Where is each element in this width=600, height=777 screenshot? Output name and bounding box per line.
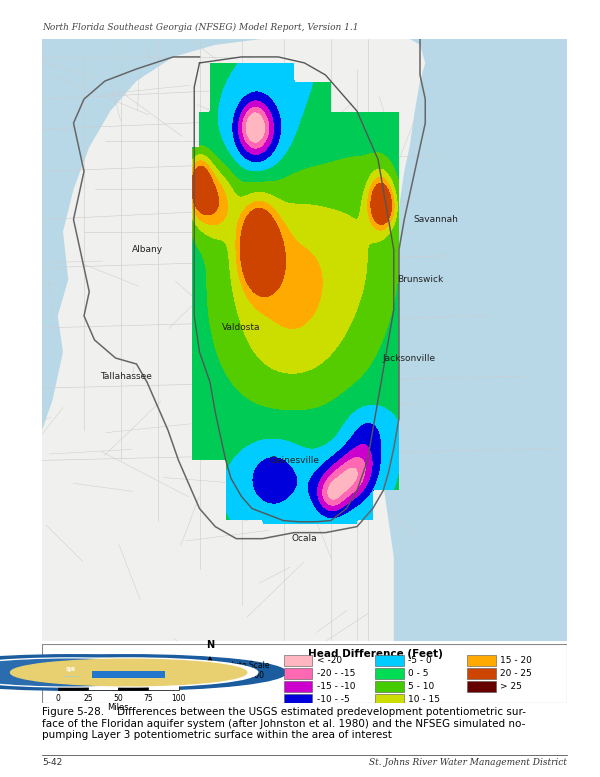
Text: -20 - -15: -20 - -15 — [317, 669, 355, 678]
Circle shape — [0, 658, 200, 687]
Bar — [376, 681, 404, 692]
Text: ~~~: ~~~ — [62, 674, 80, 680]
Bar — [376, 668, 404, 679]
Point — [37, 635, 47, 647]
Text: Figure 5-28.    Differences between the USGS estimated predevelopment potentiome: Figure 5-28. Differences between the USG… — [42, 707, 526, 740]
Text: 20 - 25: 20 - 25 — [500, 669, 532, 678]
Point — [37, 635, 47, 647]
Point — [37, 635, 47, 647]
Bar — [88, 682, 118, 690]
Text: 0 - 5: 0 - 5 — [409, 669, 429, 678]
Circle shape — [0, 659, 189, 686]
Text: -5 - 0: -5 - 0 — [409, 656, 432, 665]
Bar — [467, 681, 496, 692]
Text: Savannah: Savannah — [413, 215, 458, 224]
Text: < -20: < -20 — [317, 656, 342, 665]
Bar — [376, 655, 404, 666]
Text: St. Johns River Water Management District: St. Johns River Water Management Distric… — [369, 758, 567, 768]
Point — [37, 635, 47, 647]
Text: -15 - -10: -15 - -10 — [317, 682, 355, 692]
Bar — [118, 682, 148, 690]
Text: N: N — [206, 640, 214, 650]
Bar — [284, 695, 313, 705]
Polygon shape — [42, 39, 425, 641]
Circle shape — [0, 655, 229, 690]
Text: Albany: Albany — [131, 245, 163, 254]
Text: 50: 50 — [113, 694, 123, 702]
Point — [37, 635, 47, 647]
Text: -10 - -5: -10 - -5 — [317, 695, 349, 704]
Text: 75: 75 — [143, 694, 153, 702]
Text: Ocala: Ocala — [292, 534, 317, 543]
Point — [37, 635, 47, 647]
Point — [37, 635, 47, 647]
Text: 100: 100 — [171, 694, 186, 702]
Text: Jacksonville: Jacksonville — [383, 354, 436, 363]
Bar — [58, 682, 88, 690]
Text: Valdosta: Valdosta — [222, 323, 261, 333]
Circle shape — [11, 659, 247, 686]
Text: Absolute Scale
1:2,400,000: Absolute Scale 1:2,400,000 — [213, 661, 270, 681]
Text: > 25: > 25 — [500, 682, 522, 692]
Text: 5 - 10: 5 - 10 — [409, 682, 435, 692]
Text: Gainesville: Gainesville — [269, 456, 319, 465]
Text: 25: 25 — [83, 694, 93, 702]
Text: 0: 0 — [55, 694, 60, 702]
Text: SJR: SJR — [66, 667, 76, 672]
Text: Brunswick: Brunswick — [397, 275, 443, 284]
Point — [37, 635, 47, 647]
Circle shape — [0, 655, 286, 690]
Bar — [284, 655, 313, 666]
Text: 5-42: 5-42 — [42, 758, 62, 768]
Text: Miles: Miles — [107, 703, 129, 713]
Point — [37, 635, 47, 647]
Bar — [148, 682, 179, 690]
Point — [37, 635, 47, 647]
Text: 10 - 15: 10 - 15 — [409, 695, 440, 704]
Bar — [467, 655, 496, 666]
Bar — [284, 681, 313, 692]
Point — [37, 635, 47, 647]
Bar — [467, 668, 496, 679]
Text: 15 - 20: 15 - 20 — [500, 656, 532, 665]
Text: North Florida Southeast Georgia (NFSEG) Model Report, Version 1.1: North Florida Southeast Georgia (NFSEG) … — [42, 23, 359, 32]
Polygon shape — [92, 671, 166, 678]
Circle shape — [0, 658, 258, 687]
Bar — [376, 695, 404, 705]
Text: Head Difference (Feet): Head Difference (Feet) — [308, 649, 443, 659]
Text: Tallahassee: Tallahassee — [100, 371, 152, 381]
Bar — [284, 668, 313, 679]
